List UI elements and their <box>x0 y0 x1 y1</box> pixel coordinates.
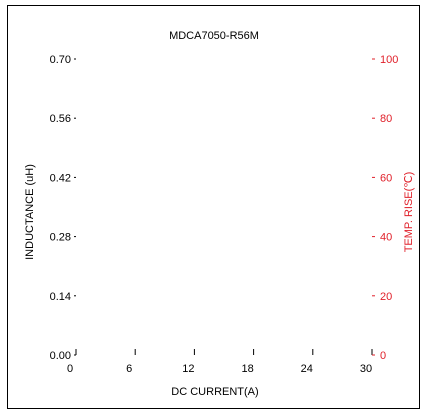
y2-axis-label: TEMP. RISE(℃) <box>403 172 415 253</box>
y-tick-label: 0.00 <box>50 350 71 362</box>
y-tick-label: 0.14 <box>50 291 71 303</box>
y-tick-label: 0.28 <box>50 232 71 244</box>
x-tick-label: 6 <box>126 363 132 375</box>
y2-tick-label: 20 <box>380 291 392 303</box>
y-tick-label: 0.56 <box>50 113 71 125</box>
y2-tick-label: 40 <box>380 232 392 244</box>
chart-title: MDCA7050-R56M <box>169 30 259 42</box>
y2-tick-label: 0 <box>380 350 386 362</box>
y-axis-label: INDUCTANCE (uH) <box>24 164 36 260</box>
y2-tick-label: 100 <box>380 54 398 66</box>
x-axis-label: DC CURRENT(A) <box>171 386 258 398</box>
y-tick-label: 0.70 <box>50 54 71 66</box>
x-tick-label: 0 <box>67 363 73 375</box>
x-tick-label: 24 <box>301 363 313 375</box>
y-tick-label: 0.42 <box>50 172 71 184</box>
y2-tick-label: 60 <box>380 172 392 184</box>
chart-frame <box>7 5 420 409</box>
x-tick-label: 12 <box>182 363 194 375</box>
x-tick-label: 30 <box>360 363 372 375</box>
x-tick-label: 18 <box>241 363 253 375</box>
y2-tick-label: 80 <box>380 113 392 125</box>
